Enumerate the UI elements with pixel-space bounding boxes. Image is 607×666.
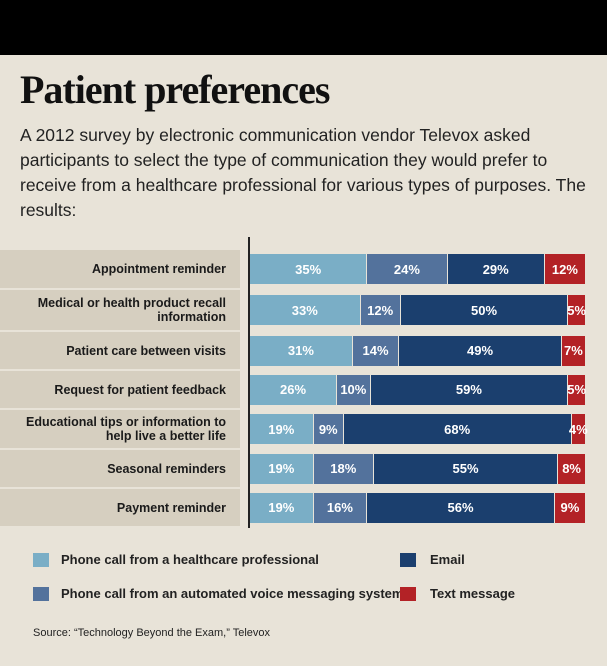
bar-segment: 49% <box>399 335 562 366</box>
bar-segment: 59% <box>370 374 569 405</box>
data-label: 24% <box>393 261 420 277</box>
data-label: 49% <box>466 343 494 358</box>
bar-segment: 8% <box>558 453 585 484</box>
category-label: Payment reminder <box>116 500 226 515</box>
data-label: 10% <box>340 382 367 397</box>
bar-segment: 5% <box>567 374 587 405</box>
data-label: 8% <box>562 461 581 476</box>
bar-segment: 29% <box>447 254 545 284</box>
legend-swatch <box>33 587 49 601</box>
category-label: Request for patient feedback <box>54 382 226 397</box>
legend-label: Phone call from an automated voice messa… <box>61 586 404 601</box>
data-label: 12% <box>551 261 578 277</box>
data-label: 29% <box>482 261 509 277</box>
source-note: Source: “Technology Beyond the Exam,” Te… <box>33 627 271 639</box>
bar-segment: 26% <box>250 374 338 405</box>
bar-segment: 14% <box>352 335 400 366</box>
bar-segment: 56% <box>367 492 555 523</box>
legend-swatch <box>33 553 49 567</box>
bar-segment: 68% <box>343 414 572 444</box>
data-label: 19% <box>268 461 295 476</box>
bar-segment: 19% <box>250 492 314 523</box>
data-label: 68% <box>444 421 471 437</box>
bar-segment: 7% <box>561 335 585 366</box>
category-label: Educational tips or information to help … <box>26 415 226 443</box>
data-label: 14% <box>362 343 389 358</box>
data-label: 16% <box>326 500 353 515</box>
row-background <box>0 250 240 288</box>
bar-segment: 18% <box>313 453 374 484</box>
data-label: 9% <box>318 421 338 437</box>
row-background <box>0 410 240 448</box>
bar-segment: 5% <box>567 295 587 325</box>
bar-segment: 12% <box>544 254 585 284</box>
data-label: 19% <box>268 421 295 437</box>
bar-segment: 24% <box>367 254 448 284</box>
y-axis-line <box>248 237 250 528</box>
bar-segment: 4% <box>568 414 588 444</box>
bar-segment: 12% <box>360 295 401 325</box>
row-background <box>0 489 240 526</box>
bar-segment: 19% <box>250 453 314 484</box>
row-background <box>0 290 240 330</box>
data-label: 4% <box>568 421 588 437</box>
data-label: 5% <box>567 302 587 318</box>
legend-swatch <box>400 553 416 567</box>
data-label: 33% <box>291 302 318 318</box>
bar-segment: 35% <box>250 254 368 284</box>
data-label: 31% <box>287 343 314 358</box>
bar-segment: 33% <box>250 295 361 325</box>
bar-segment: 50% <box>400 295 569 325</box>
chart-title: Patient preferences <box>20 67 330 112</box>
bar-segment: 16% <box>313 492 368 523</box>
data-label: 5% <box>567 382 587 397</box>
data-label: 50% <box>470 302 498 318</box>
category-label: Appointment reminder <box>91 262 226 276</box>
data-label: 9% <box>560 500 580 515</box>
category-label: Seasonal reminders <box>107 461 226 476</box>
category-label: Patient care between visits <box>66 343 226 358</box>
bar-segment: 9% <box>554 492 585 523</box>
bar-segment: 19% <box>250 414 314 444</box>
legend-label: Text message <box>430 586 516 601</box>
category-label: Medical or health product recall informa… <box>37 296 226 324</box>
data-label: 12% <box>367 302 394 318</box>
top-banner <box>0 0 607 55</box>
data-label: 7% <box>563 343 583 358</box>
data-label: 35% <box>295 261 322 277</box>
chart-subtitle: A 2012 survey by electronic communicatio… <box>20 125 586 220</box>
legend-label: Email <box>430 552 465 567</box>
bar-segment: 31% <box>250 335 353 366</box>
row-background <box>0 371 240 408</box>
data-label: 19% <box>268 500 295 515</box>
bar-segment: 9% <box>313 414 344 444</box>
data-label: 55% <box>452 461 479 476</box>
row-background <box>0 332 240 369</box>
bar-segment: 55% <box>373 453 559 484</box>
data-label: 18% <box>330 461 357 476</box>
legend-label: Phone call from a healthcare professiona… <box>61 552 319 567</box>
bar-segment: 10% <box>337 374 371 405</box>
legend-swatch <box>400 587 416 601</box>
data-label: 59% <box>455 382 482 397</box>
data-label: 26% <box>280 382 307 397</box>
row-background <box>0 450 240 487</box>
data-label: 56% <box>447 500 474 515</box>
